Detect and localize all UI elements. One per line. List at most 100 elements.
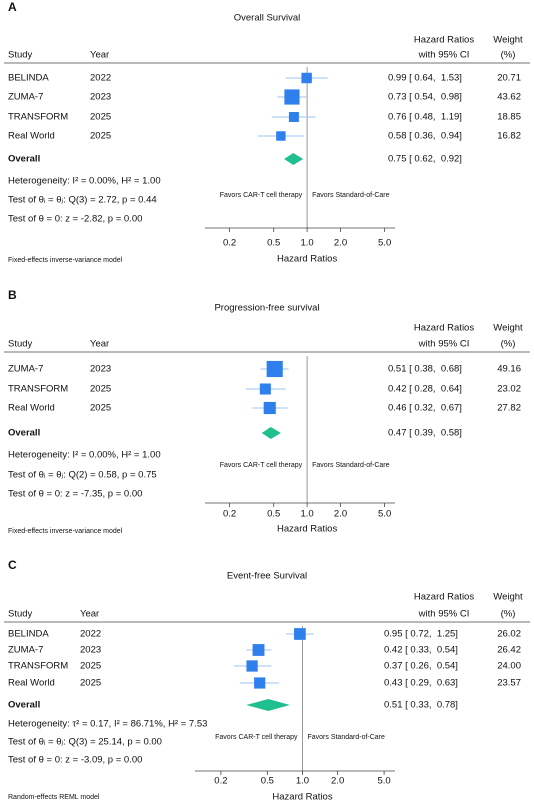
effect-square — [266, 360, 283, 378]
study-year: 2023 — [80, 645, 101, 656]
effect-square — [276, 131, 286, 141]
overall-diamond — [284, 153, 304, 165]
overall-ci-label: 0.47 [ 0.39, 0.58] — [388, 428, 462, 439]
panel-title: Overall Survival — [234, 13, 301, 24]
stat-line: Heterogeneity: I² = 0.00%, H² = 1.00 — [8, 176, 161, 187]
header-effect: Hazard Ratios — [414, 35, 474, 46]
ci-label: 0.76 [ 0.48, 1.19] — [388, 112, 462, 123]
effect-square — [284, 89, 300, 105]
overall-label: Overall — [8, 700, 40, 711]
weight-label: 49.16 — [497, 364, 521, 375]
study-name: Real World — [8, 131, 55, 142]
x-tick-label: 2.0 — [334, 238, 347, 249]
ci-label: 0.58 [ 0.36, 0.94] — [388, 131, 462, 142]
effect-square — [301, 72, 312, 84]
x-tick-label: 0.5 — [261, 776, 274, 787]
panel-title: Event-free Survival — [227, 571, 307, 582]
weight-label: 26.02 — [497, 629, 521, 640]
stat-line: Test of θ = 0: z = -3.09, p = 0.00 — [8, 755, 142, 766]
x-axis-label: Hazard Ratios — [277, 254, 337, 265]
study-name: TRANSFORM — [8, 384, 68, 395]
overall-diamond — [246, 699, 290, 711]
header-year: Year — [90, 339, 109, 350]
x-tick-label: 2.0 — [331, 776, 344, 787]
favors-left: Favors CAR-T cell therapy — [220, 462, 303, 469]
effect-square — [259, 383, 271, 395]
study-year: 2022 — [80, 629, 101, 640]
effect-square — [294, 628, 306, 640]
weight-label: 27.82 — [497, 403, 521, 414]
study-name: TRANSFORM — [8, 112, 68, 123]
header-study: Study — [8, 339, 33, 350]
stat-line: Test of θ = 0: z = -2.82, p = 0.00 — [8, 214, 142, 225]
ci-label: 0.46 [ 0.32, 0.67] — [388, 403, 462, 414]
study-year: 2025 — [90, 112, 111, 123]
study-year: 2025 — [90, 384, 111, 395]
ci-label: 0.51 [ 0.38, 0.68] — [388, 364, 462, 375]
study-name: ZUMA-7 — [8, 645, 43, 656]
header-weight: (%) — [501, 609, 516, 620]
overall-diamond — [261, 427, 281, 439]
panel-label: C — [8, 558, 17, 572]
overall-ci-label: 0.51 [ 0.33, 0.78] — [384, 700, 458, 711]
stat-line: Heterogeneity: τ² = 0.17, I² = 86.71%, H… — [8, 719, 207, 730]
x-axis-label: Hazard Ratios — [272, 792, 332, 803]
study-name: Real World — [8, 678, 55, 689]
ci-label: 0.37 [ 0.26, 0.54] — [384, 661, 458, 672]
stat-line: Test of θᵢ = θⱼ: Q(3) = 25.14, p = 0.00 — [8, 737, 162, 748]
x-tick-label: 5.0 — [378, 509, 391, 520]
weight-label: 23.02 — [497, 384, 521, 395]
x-axis-label: Hazard Ratios — [277, 524, 337, 535]
x-tick-label: 0.2 — [223, 509, 236, 520]
favors-right: Favors Standard-of-Care — [307, 734, 385, 741]
favors-left: Favors CAR-T cell therapy — [220, 192, 303, 199]
x-tick-label: 0.2 — [223, 238, 236, 249]
header-year: Year — [80, 609, 99, 620]
effect-square — [252, 644, 265, 656]
weight-label: 24.00 — [497, 661, 521, 672]
x-tick-label: 5.0 — [378, 238, 391, 249]
ci-label: 0.99 [ 0.64, 1.53] — [388, 73, 462, 84]
effect-square — [263, 401, 276, 415]
x-tick-label: 0.2 — [214, 776, 227, 787]
header-effect: Hazard Ratios — [414, 592, 474, 603]
weight-label: 16.82 — [497, 131, 521, 142]
study-name: ZUMA-7 — [8, 92, 43, 103]
stat-line: Test of θ = 0: z = -7.35, p = 0.00 — [8, 489, 142, 500]
favors-left: Favors CAR-T cell therapy — [215, 734, 298, 741]
study-name: ZUMA-7 — [8, 364, 43, 375]
study-year: 2025 — [80, 661, 101, 672]
header-effect: with 95% CI — [418, 50, 470, 61]
x-tick-label: 1.0 — [301, 509, 314, 520]
study-year: 2025 — [80, 678, 101, 689]
panel-title: Progression-free survival — [214, 303, 319, 314]
footnote: Fixed-effects inverse-variance model — [8, 257, 123, 264]
footnote: Fixed-effects inverse-variance model — [8, 528, 123, 535]
x-tick-label: 5.0 — [377, 776, 390, 787]
footnote: Random-effects REML model — [8, 794, 100, 801]
header-study: Study — [8, 609, 33, 620]
header-weight: Weight — [493, 35, 523, 46]
study-name: BELINDA — [8, 629, 49, 640]
study-name: Real World — [8, 403, 55, 414]
stat-line: Test of θᵢ = θⱼ: Q(2) = 0.58, p = 0.75 — [8, 470, 157, 481]
panel-label: A — [8, 0, 17, 14]
study-year: 2025 — [90, 403, 111, 414]
x-tick-label: 1.0 — [296, 776, 309, 787]
header-effect: Hazard Ratios — [414, 323, 474, 334]
study-year: 2025 — [90, 131, 111, 142]
study-name: BELINDA — [8, 73, 49, 84]
study-name: TRANSFORM — [8, 661, 68, 672]
header-weight: (%) — [501, 339, 516, 350]
stat-line: Test of θᵢ = θⱼ: Q(3) = 2.72, p = 0.44 — [8, 195, 157, 206]
ci-label: 0.43 [ 0.29, 0.63] — [384, 678, 458, 689]
header-effect: with 95% CI — [418, 339, 470, 350]
study-year: 2023 — [90, 92, 111, 103]
stat-line: Heterogeneity: I² = 0.00%, H² = 1.00 — [8, 450, 161, 461]
ci-label: 0.73 [ 0.54, 0.98] — [388, 92, 462, 103]
panel-label: B — [8, 288, 17, 302]
study-year: 2023 — [90, 364, 111, 375]
weight-label: 20.71 — [497, 73, 521, 84]
